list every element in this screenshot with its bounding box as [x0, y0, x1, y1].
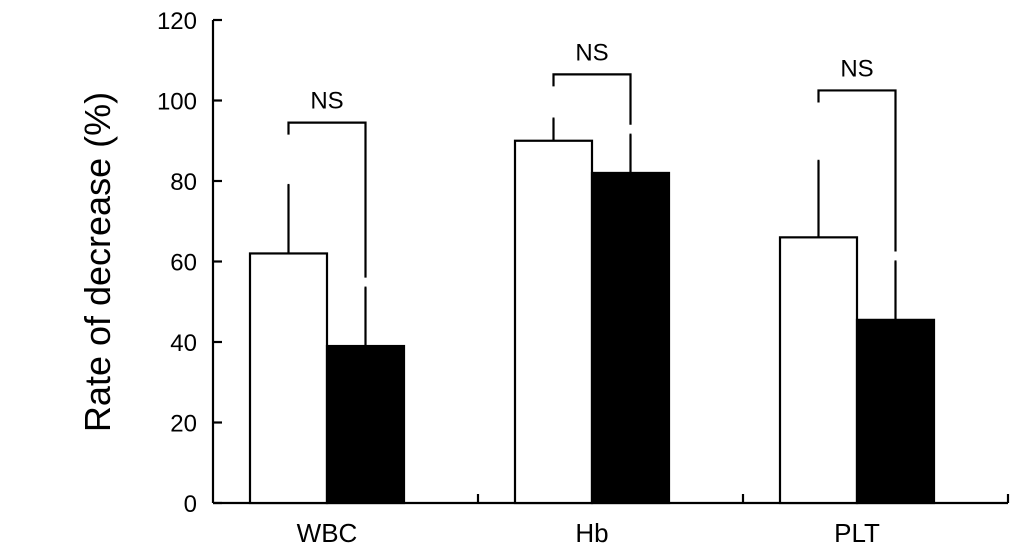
- y-tick-label: 20: [170, 411, 197, 438]
- significance-bracket: [287, 121, 367, 278]
- labels: 0 20 40 60 80 100 120 NS WBC NS Hb NS PLT: [157, 8, 880, 548]
- significance-label: NS: [840, 55, 873, 82]
- significance-brackets: [287, 73, 897, 278]
- bar: [778, 236, 859, 505]
- y-axis-title: Rate of decrease (%): [77, 92, 118, 432]
- x-category-label: PLT: [834, 518, 880, 548]
- y-tick-label: 100: [157, 89, 197, 116]
- significance-label: NS: [575, 39, 608, 66]
- significance-label: NS: [310, 88, 343, 115]
- y-tick-label: 80: [170, 169, 197, 196]
- significance-bracket: [552, 73, 632, 125]
- x-category-label: WBC: [297, 518, 358, 548]
- bar: [325, 344, 406, 505]
- bar: [248, 252, 329, 505]
- bars: [248, 139, 936, 505]
- significance-bracket: [817, 89, 897, 252]
- error-bars: [287, 117, 897, 347]
- bar: [855, 318, 936, 505]
- bar: [513, 139, 594, 505]
- y-tick-label: 60: [170, 250, 197, 277]
- y-tick-label: 40: [170, 330, 197, 357]
- y-tick-label: 0: [184, 491, 197, 518]
- x-category-label: Hb: [575, 518, 608, 548]
- y-tick-label: 120: [157, 8, 197, 35]
- bar: [590, 171, 671, 505]
